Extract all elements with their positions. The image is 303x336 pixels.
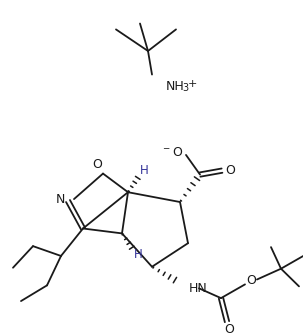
Text: N: N	[55, 193, 65, 206]
Text: +: +	[188, 79, 197, 89]
Text: $^-$O: $^-$O	[161, 146, 183, 160]
Text: O: O	[92, 158, 102, 171]
Text: NH: NH	[166, 80, 185, 93]
Text: O: O	[246, 274, 256, 287]
Text: O: O	[224, 323, 234, 336]
Text: 3: 3	[182, 83, 188, 93]
Text: H: H	[140, 164, 148, 177]
Text: H: H	[134, 248, 142, 261]
Text: HN: HN	[189, 282, 208, 295]
Text: O: O	[225, 164, 235, 177]
